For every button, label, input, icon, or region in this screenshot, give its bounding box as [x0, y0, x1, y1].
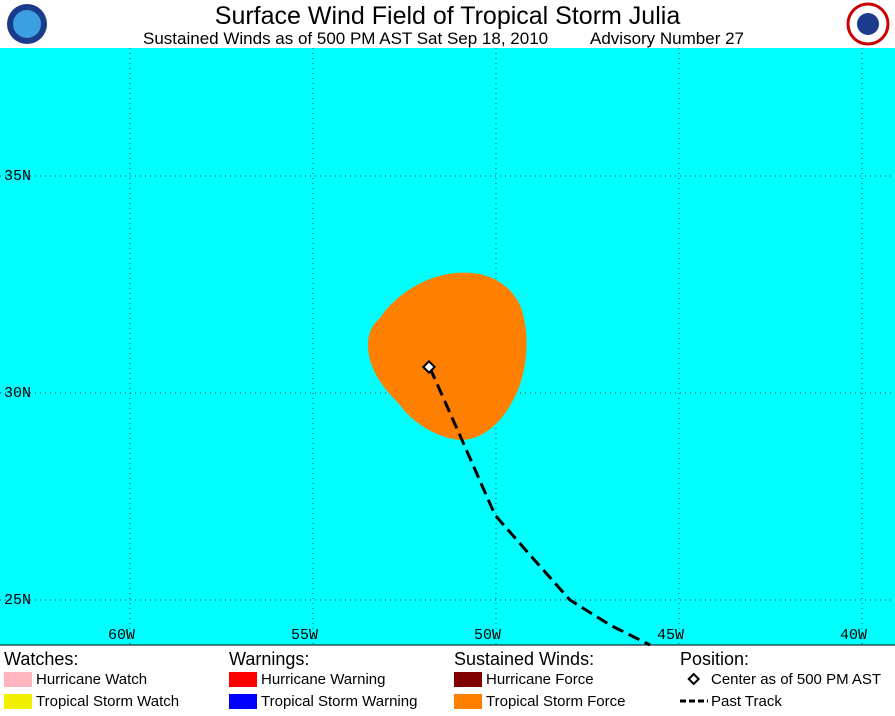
swatch: [454, 694, 482, 709]
graticule: [0, 48, 895, 645]
subtitle: Sustained Winds as of 500 PM AST Sat Sep…: [143, 29, 549, 48]
noaa-logo-inner: [13, 10, 41, 38]
title: Surface Wind Field of Tropical Storm Jul…: [214, 2, 681, 30]
lon-label: 60W: [108, 627, 136, 644]
legend-item: Hurricane Warning: [261, 671, 386, 688]
lat-label: 25N: [4, 592, 32, 609]
legend-item: Tropical Storm Force: [486, 693, 626, 710]
swatch: [4, 672, 32, 687]
center-symbol: [687, 672, 701, 686]
lat-label: 30N: [4, 385, 32, 402]
past-track: [428, 367, 651, 647]
legend-item: Tropical Storm Watch: [36, 693, 180, 710]
legend-heading: Warnings:: [229, 649, 310, 669]
advisory: Advisory Number 27: [590, 29, 745, 48]
tropical-storm-force-area: [368, 272, 527, 440]
storm-center: [421, 359, 437, 375]
lon-label: 55W: [291, 627, 319, 644]
lon-label: 45W: [657, 627, 685, 644]
legend-item: Tropical Storm Warning: [261, 693, 418, 710]
swatch: [454, 672, 482, 687]
legend-heading: Watches:: [4, 649, 79, 669]
nws-logo-inner: [857, 13, 879, 35]
legend-heading: Position:: [680, 649, 750, 669]
swatch: [229, 672, 257, 687]
swatch: [229, 694, 257, 709]
swatch: [4, 694, 32, 709]
lon-label: 50W: [474, 627, 502, 644]
legend-item: Hurricane Force: [486, 671, 594, 688]
lat-label: 35N: [4, 168, 32, 185]
legend-heading: Sustained Winds:: [454, 649, 595, 669]
lon-label: 40W: [840, 627, 868, 644]
legend-item: Past Track: [711, 693, 782, 710]
legend-item: Hurricane Watch: [36, 671, 148, 688]
legend-item: Center as of 500 PM AST: [711, 671, 882, 688]
